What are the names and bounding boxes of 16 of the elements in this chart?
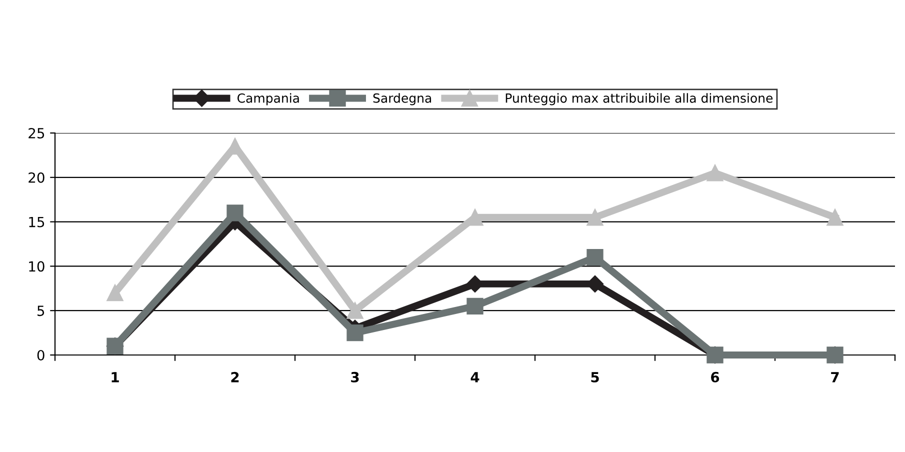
y-tick-label: 0 bbox=[37, 350, 44, 360]
x-tick-label: 1 bbox=[112, 372, 119, 382]
y-tick-label: 15 bbox=[29, 216, 44, 228]
x-tick-label: 4 bbox=[470, 372, 480, 382]
legend-label: Campania bbox=[237, 93, 299, 106]
y-tick-label: 25 bbox=[28, 128, 44, 138]
legend-label: Punteggio max attribuibile alla dimensione bbox=[506, 93, 773, 106]
x-tick-label: 3 bbox=[351, 372, 359, 382]
legend-label: Sardegna bbox=[373, 93, 432, 106]
y-tick-label: 5 bbox=[38, 306, 44, 316]
x-tick-label: 6 bbox=[711, 372, 720, 382]
x-tick-label: 5 bbox=[591, 372, 599, 382]
y-tick-label: 20 bbox=[28, 172, 44, 183]
x-tick-label: 7 bbox=[831, 372, 839, 382]
x-tick-label: 2 bbox=[231, 372, 239, 382]
y-tick-label: 10 bbox=[29, 261, 44, 272]
